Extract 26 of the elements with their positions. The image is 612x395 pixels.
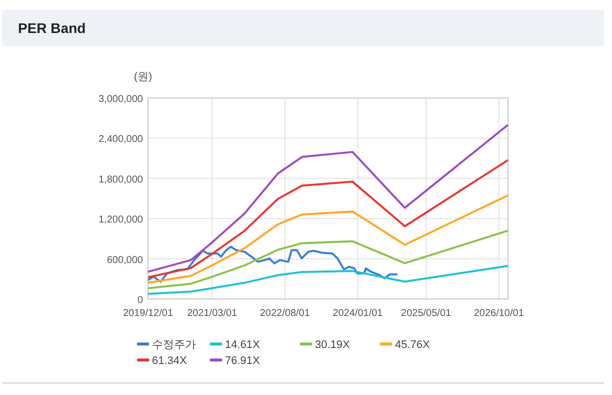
x-tick-label: 2024/01/01 <box>332 308 384 319</box>
legend-label: 수정주가 <box>152 339 196 351</box>
y-tick-label: 2,400,000 <box>98 134 144 146</box>
legend-label: 76.91X <box>225 355 261 367</box>
x-tick-label: 2019/12/01 <box>122 308 174 319</box>
x-tick-label: 2026/10/01 <box>474 308 524 319</box>
x-tick-label: 2025/05/01 <box>401 308 452 319</box>
legend-label: 30.19X <box>315 339 351 351</box>
y-tick-label: 600,000 <box>106 254 144 266</box>
legend-label: 61.34X <box>152 355 188 367</box>
y-tick-label: 1,200,000 <box>98 214 144 226</box>
chart-title: PER Band <box>18 20 86 36</box>
legend-label: 14.61X <box>225 339 261 351</box>
line-series <box>148 264 508 295</box>
x-tick-label: 2022/08/01 <box>260 308 310 319</box>
line-series <box>148 246 398 283</box>
x-tick-label: 2021/03/01 <box>187 308 238 319</box>
line-series <box>148 124 508 273</box>
y-tick-label: 3,000,000 <box>98 94 144 105</box>
y-axis-title: (원) <box>134 71 152 83</box>
line-series <box>148 159 508 278</box>
y-tick-label: 1,800,000 <box>98 174 144 186</box>
y-tick-label: 0 <box>137 295 144 306</box>
legend-label: 45.76X <box>395 339 431 351</box>
line-series <box>148 194 508 284</box>
line-series <box>148 230 508 290</box>
